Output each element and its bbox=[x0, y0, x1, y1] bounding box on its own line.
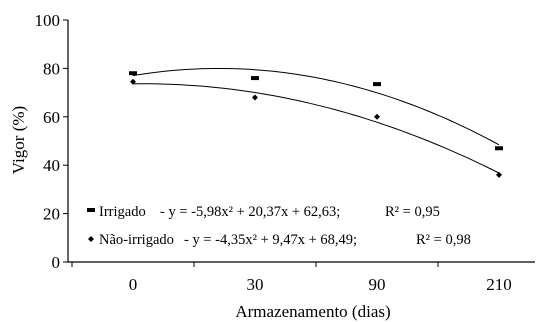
y-tick-labels: 0 20 40 60 80 100 bbox=[35, 11, 61, 272]
x-axis-title: Armazenamento (dias) bbox=[235, 302, 390, 321]
fit-curve-irrigado bbox=[132, 68, 500, 146]
fit-curve-nao-irrigado bbox=[132, 83, 500, 174]
point-irrigado bbox=[495, 146, 503, 151]
data-points bbox=[129, 71, 503, 178]
point-nao-irrigado bbox=[496, 171, 502, 178]
x-tick-label: 0 bbox=[129, 275, 138, 294]
legend-series-name-nao-irrigado: Não-irrigado bbox=[99, 232, 174, 248]
point-irrigado bbox=[129, 71, 137, 76]
point-nao-irrigado bbox=[130, 78, 136, 85]
legend-r2-irrigado: R² = 0,95 bbox=[385, 204, 440, 220]
point-nao-irrigado bbox=[252, 94, 258, 101]
y-tick-label: 60 bbox=[43, 108, 60, 127]
y-tick-label: 80 bbox=[43, 59, 60, 78]
x-tick-label: 210 bbox=[486, 275, 512, 294]
legend-equation-irrigado: - y = -5,98x² + 20,37x + 62,63; bbox=[160, 204, 340, 220]
x-tick-label: 90 bbox=[369, 275, 386, 294]
y-tick-label: 0 bbox=[52, 253, 61, 272]
axes bbox=[63, 19, 535, 267]
legend-marker-irrigado bbox=[87, 208, 95, 212]
point-nao-irrigado bbox=[374, 113, 380, 120]
x-tick-labels: 0 30 90 210 bbox=[129, 275, 512, 294]
fit-curves bbox=[132, 68, 500, 174]
y-tick-label: 20 bbox=[43, 205, 60, 224]
x-tick-label: 30 bbox=[247, 275, 264, 294]
y-axis-title: Vigor (%) bbox=[9, 106, 28, 174]
point-irrigado bbox=[373, 82, 381, 87]
y-tick-label: 100 bbox=[35, 11, 61, 30]
point-irrigado bbox=[251, 76, 259, 81]
legend-r2-nao-irrigado: R² = 0,98 bbox=[416, 232, 471, 248]
y-tick-label: 40 bbox=[43, 156, 60, 175]
legend: Irrigado - y = -5,98x² + 20,37x + 62,63;… bbox=[87, 204, 471, 248]
legend-series-name-irrigado: Irrigado bbox=[99, 204, 146, 220]
legend-marker-nao-irrigado bbox=[88, 236, 94, 242]
legend-equation-nao-irrigado: - y = -4,35x² + 9,47x + 68,49; bbox=[184, 232, 357, 248]
